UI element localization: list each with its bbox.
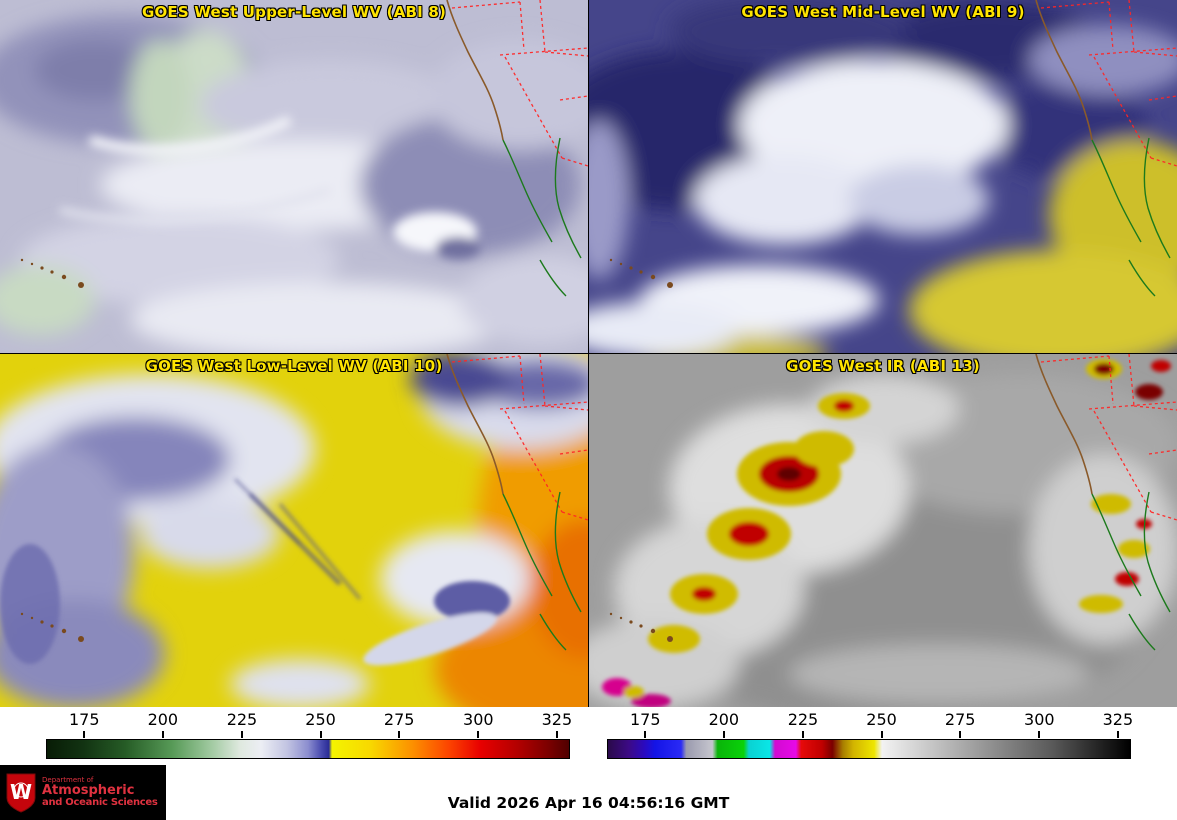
footer: W Department of Atmospheric and Oceanic …	[0, 765, 1177, 820]
tick-label: 175	[629, 710, 661, 729]
tick-mark	[880, 731, 883, 738]
ir-colorbar-bar	[607, 739, 1131, 759]
tick-label: 250	[866, 710, 897, 729]
tick-label: 225	[226, 710, 258, 729]
logo-line-atmospheric: Atmospheric	[42, 783, 135, 799]
wv-colorbar: 175 200 225 250 275 300 325	[46, 710, 573, 766]
tick-mark	[644, 731, 647, 738]
wv-colorbar-ticks	[46, 731, 570, 739]
wv-colorbar-bar	[46, 739, 570, 759]
colorbar-row: 175 200 225 250 275 300 325 175 200 225 …	[0, 707, 1177, 769]
logo-line-oceanic: and Oceanic Sciences	[42, 796, 158, 808]
tick-mark	[801, 731, 804, 738]
panel-abi9: GOES West Mid-Level WV (ABI 9)	[589, 0, 1177, 353]
tick-mark	[240, 731, 243, 738]
tick-label: 200	[147, 710, 179, 729]
panel-abi13: GOES West IR (ABI 13)	[589, 354, 1177, 707]
tick-label: 300	[1024, 710, 1055, 729]
tick-mark	[161, 731, 164, 738]
tick-mark	[477, 731, 480, 738]
tick-label: 300	[463, 710, 494, 729]
tick-mark	[959, 731, 962, 738]
abi10-imagery	[0, 354, 588, 707]
tick-mark	[1038, 731, 1041, 738]
tick-label: 275	[944, 710, 976, 729]
logo-text: Department of Atmospheric and Oceanic Sc…	[42, 775, 158, 808]
tick-label: 325	[541, 710, 573, 729]
uw-aos-logo: W Department of Atmospheric and Oceanic …	[0, 765, 166, 820]
ir-colorbar-ticks	[607, 731, 1131, 739]
tick-label: 225	[787, 710, 819, 729]
abi13-imagery	[589, 354, 1177, 707]
abi8-imagery	[0, 0, 588, 353]
tick-label: 200	[708, 710, 740, 729]
panel-abi10: GOES West Low-Level WV (ABI 10)	[0, 354, 588, 707]
ir-colorbar-labels: 175 200 225 250 275 300 325	[607, 710, 1134, 731]
tick-mark	[1116, 731, 1119, 738]
panel-title-abi9: GOES West Mid-Level WV (ABI 9)	[741, 3, 1025, 21]
uw-crest-icon: W	[6, 773, 36, 813]
tick-label: 325	[1102, 710, 1134, 729]
ir-colorbar: 175 200 225 250 275 300 325	[607, 710, 1134, 766]
tick-mark	[319, 731, 322, 738]
valid-time-label: Valid 2026 Apr 16 04:56:16 GMT	[447, 794, 730, 812]
tick-label: 250	[305, 710, 336, 729]
wv-colorbar-labels: 175 200 225 250 275 300 325	[46, 710, 573, 731]
satellite-panel-grid: GOES West Upper-Level WV (ABI 8)	[0, 0, 1177, 707]
panel-abi8: GOES West Upper-Level WV (ABI 8)	[0, 0, 588, 353]
panel-title-abi13: GOES West IR (ABI 13)	[786, 357, 980, 375]
abi9-imagery	[589, 0, 1177, 353]
tick-mark	[555, 731, 558, 738]
tick-mark	[398, 731, 401, 738]
svg-text:W: W	[10, 780, 32, 804]
tick-label: 175	[68, 710, 100, 729]
logo-dept-line: Department of	[42, 775, 94, 784]
panel-title-abi10: GOES West Low-Level WV (ABI 10)	[145, 357, 443, 375]
panel-title-abi8: GOES West Upper-Level WV (ABI 8)	[141, 3, 447, 21]
tick-mark	[722, 731, 725, 738]
tick-label: 275	[383, 710, 415, 729]
tick-mark	[83, 731, 86, 738]
